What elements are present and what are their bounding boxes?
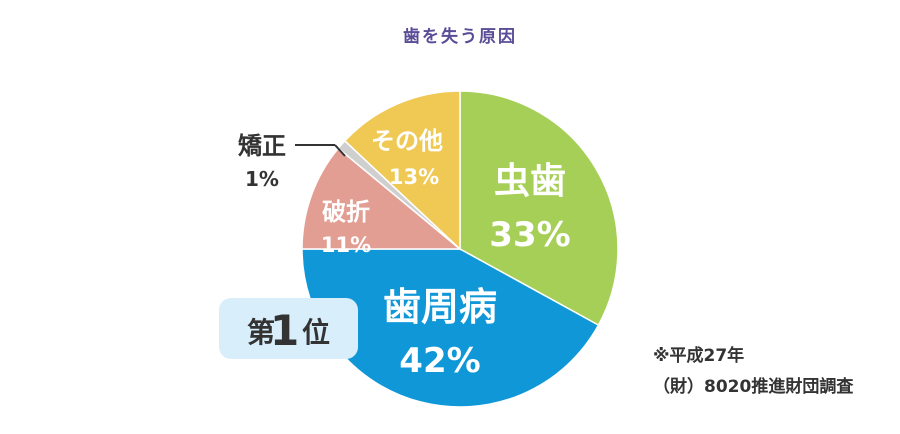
slice-label-sonota-name: その他 (371, 127, 443, 155)
outside-label-kyousei-percent: 1% (245, 167, 279, 191)
chart-title: 歯を失う原因 (403, 26, 517, 47)
source-note-line-1: ※平成27年 (653, 345, 744, 366)
slice-label-sonota-percent: 13% (389, 165, 439, 189)
source-note-line-2: （財）8020推進財団調査 (653, 376, 854, 397)
slice-label-shishubyo-name: 歯周病 (383, 285, 497, 329)
slice-label-hasetsu-name: 破折 (322, 198, 370, 226)
rank-badge: 第 1 位 (219, 298, 358, 359)
rank-badge-number: 1 (270, 306, 299, 355)
pie-slice-3 (301, 147, 463, 250)
rank-badge-background (219, 298, 358, 359)
slice-label-shishubyo-percent: 42% (399, 341, 480, 381)
source-note: ※平成27年 （財）8020推進財団調査 (653, 345, 854, 397)
outside-label-group: 矯正 1% (238, 132, 346, 191)
rank-badge-suffix: 位 (302, 316, 330, 349)
leader-line-angled (334, 144, 346, 157)
slice-label-mushiba-name: 虫歯 (494, 161, 566, 202)
slice-labels: 虫歯 33% 歯周病 42% 破折 11% その他 13% (321, 127, 571, 381)
outside-label-kyousei-name: 矯正 (238, 132, 286, 160)
pie-slice-5 (343, 90, 461, 251)
rank-badge-prefix: 第 (247, 316, 275, 349)
slice-label-hasetsu-percent: 11% (321, 233, 371, 257)
pie-slice-1 (459, 90, 619, 327)
slice-label-mushiba-percent: 33% (489, 215, 570, 255)
